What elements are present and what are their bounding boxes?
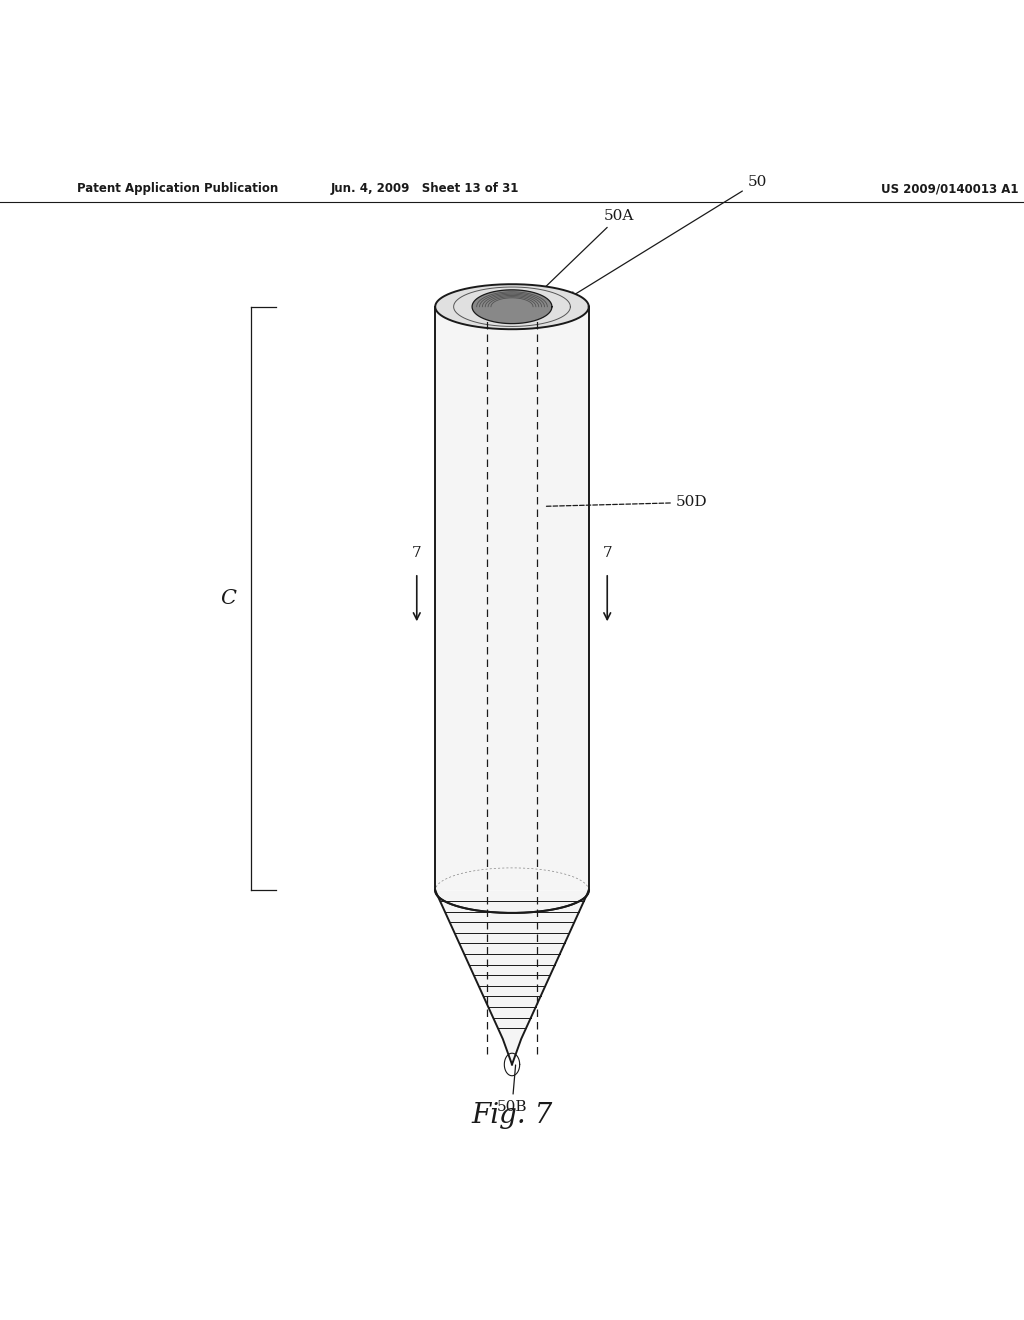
Text: 50D: 50D (545, 495, 708, 510)
Polygon shape (435, 284, 589, 329)
Text: Jun. 4, 2009   Sheet 13 of 31: Jun. 4, 2009 Sheet 13 of 31 (331, 182, 519, 195)
Text: 50A: 50A (541, 209, 635, 292)
Text: 7: 7 (602, 545, 612, 560)
Text: 50B: 50B (497, 1065, 527, 1114)
Text: C: C (220, 589, 237, 609)
Text: 7: 7 (412, 545, 422, 560)
Text: Patent Application Publication: Patent Application Publication (77, 182, 279, 195)
Text: US 2009/0140013 A1: US 2009/0140013 A1 (882, 182, 1019, 195)
Text: 50: 50 (569, 174, 767, 298)
Text: Fig. 7: Fig. 7 (471, 1102, 553, 1129)
Polygon shape (435, 891, 589, 1064)
Polygon shape (435, 306, 589, 891)
Polygon shape (472, 290, 552, 323)
